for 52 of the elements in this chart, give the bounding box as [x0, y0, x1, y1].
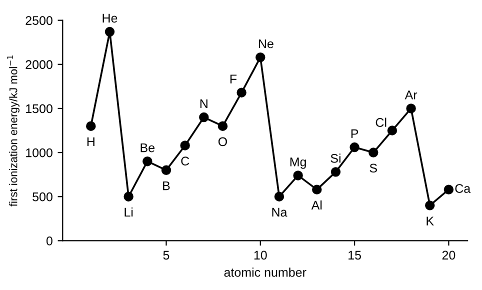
- y-tick-label: 2000: [26, 60, 52, 70]
- point: [425, 200, 435, 210]
- point: [86, 121, 96, 131]
- annotation: C: [181, 156, 190, 166]
- annotation: B: [163, 181, 170, 190]
- point: [350, 142, 360, 152]
- annotation: Ar: [404, 90, 418, 100]
- x-tick-label: 15: [348, 250, 361, 260]
- annotation: Al: [311, 200, 322, 210]
- x-axis-title: atomic number: [224, 268, 306, 277]
- point: [406, 104, 416, 114]
- point: [330, 167, 341, 177]
- point: [104, 26, 115, 37]
- point: [312, 184, 322, 194]
- x-tick-label: 5: [163, 250, 170, 260]
- y-tick-label: 500: [32, 192, 52, 202]
- annotation: P: [351, 129, 358, 138]
- point: [218, 121, 228, 131]
- x-tick-label: 20: [442, 250, 456, 260]
- annotation: Mg: [290, 158, 306, 169]
- point: [180, 140, 190, 150]
- x-tick-label: 10: [254, 250, 267, 260]
- y-tick-label: 0: [46, 236, 52, 246]
- point: [444, 184, 454, 194]
- point: [293, 170, 303, 180]
- annotation: H: [87, 137, 94, 146]
- y-axis-title: first ionization energy/kJ mol$^{−1}$: [7, 56, 20, 206]
- annotation: F: [230, 74, 237, 84]
- point: [368, 148, 378, 158]
- annotation: Ne: [258, 39, 274, 48]
- annotation: O: [218, 137, 227, 146]
- annotation: Ca: [455, 184, 471, 193]
- point: [161, 165, 172, 176]
- annotation: Si: [330, 154, 340, 163]
- annotation: K: [426, 216, 434, 226]
- point: [124, 192, 134, 202]
- annotation: He: [102, 14, 118, 23]
- point: [387, 126, 398, 136]
- annotation: Li: [124, 207, 133, 217]
- annotation: N: [200, 99, 208, 108]
- point: [199, 112, 209, 122]
- point: [256, 52, 266, 62]
- y-tick-label: 1500: [26, 104, 52, 114]
- annotation: Na: [272, 208, 288, 217]
- annotation: Be: [140, 143, 154, 152]
- point: [274, 192, 284, 202]
- annotation: S: [370, 164, 377, 173]
- point: [142, 156, 152, 166]
- y-tick-label: 2500: [26, 16, 52, 25]
- y-tick-label: 1000: [26, 148, 52, 158]
- point: [236, 88, 246, 98]
- annotation: Cl: [376, 118, 386, 127]
